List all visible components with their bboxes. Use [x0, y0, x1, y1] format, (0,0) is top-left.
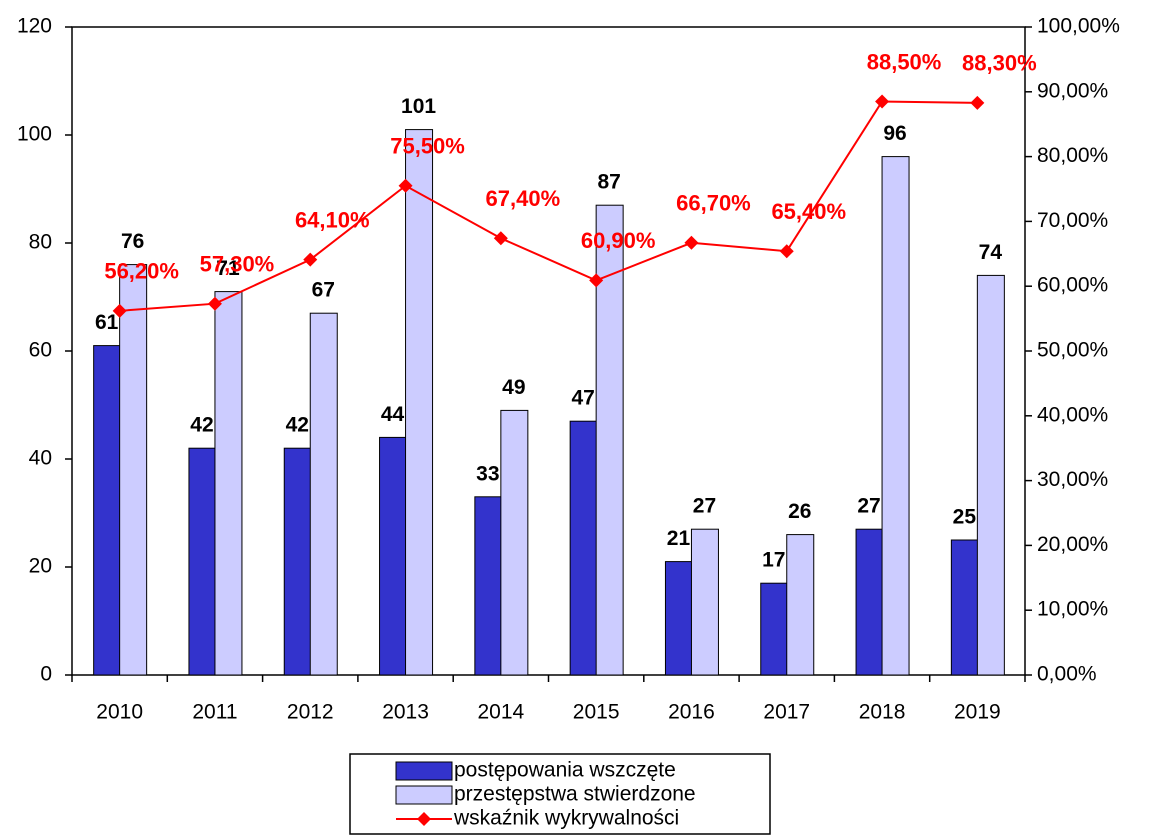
y2-tick-label: 90,00% [1037, 79, 1108, 102]
x-tick-label: 2011 [192, 701, 237, 724]
bar [760, 582, 789, 676]
data-label: 33 [476, 462, 499, 485]
data-label: 21 [667, 527, 691, 550]
legend-swatch [395, 785, 453, 805]
y-tick-label: 120 [17, 15, 52, 38]
data-label: 88,30% [962, 51, 1037, 76]
marker [779, 244, 794, 259]
bar [214, 291, 243, 676]
data-label: 42 [286, 414, 309, 437]
marker [875, 94, 890, 109]
y2-tick-label: 80,00% [1037, 144, 1108, 167]
bar [690, 528, 719, 676]
y2-tick-label: 60,00% [1037, 274, 1108, 297]
bar [569, 420, 598, 676]
data-label: 101 [401, 95, 436, 118]
x-tick-label: 2019 [954, 701, 1001, 724]
bar [976, 274, 1005, 676]
data-label: 47 [571, 387, 594, 410]
x-tick-label: 2015 [573, 701, 620, 724]
y-tick-label: 100 [17, 123, 52, 146]
marker [303, 252, 318, 267]
data-label: 65,40% [771, 199, 846, 224]
marker [684, 235, 699, 250]
legend-label: postępowania wszczęte [454, 759, 676, 782]
y2-tick-label: 40,00% [1037, 403, 1108, 426]
marker [207, 296, 222, 311]
data-label: 44 [381, 403, 405, 426]
data-label: 60,90% [581, 228, 656, 253]
y2-tick-label: 50,00% [1037, 339, 1108, 362]
bar [950, 539, 979, 676]
legend-label: przestępstwa stwierdzone [454, 783, 696, 806]
y-tick-label: 0 [40, 663, 52, 686]
y2-tick-label: 30,00% [1037, 468, 1108, 491]
y-tick-label: 20 [29, 555, 52, 578]
data-label: 42 [190, 414, 213, 437]
data-label: 17 [762, 549, 785, 572]
data-label: 66,70% [676, 191, 751, 216]
data-label: 56,20% [104, 259, 179, 284]
bar [309, 312, 338, 676]
bar [379, 436, 408, 676]
data-label: 25 [953, 506, 977, 529]
line [119, 100, 978, 312]
y2-tick-label: 0,00% [1037, 663, 1097, 686]
bar [405, 129, 434, 676]
x-tick-label: 2013 [382, 701, 429, 724]
x-tick-label: 2012 [287, 701, 334, 724]
marker [112, 303, 127, 318]
data-label: 26 [788, 500, 811, 523]
data-label: 61 [95, 311, 119, 334]
bar [283, 447, 312, 676]
bar [664, 561, 693, 676]
legend-marker [417, 812, 431, 826]
data-label: 76 [121, 230, 144, 253]
data-label: 27 [857, 495, 880, 518]
bar [188, 447, 217, 676]
x-tick-label: 2017 [763, 701, 810, 724]
marker [493, 231, 508, 246]
x-tick-label: 2010 [96, 701, 143, 724]
data-label: 88,50% [867, 49, 942, 74]
marker [398, 178, 413, 193]
y-tick-label: 80 [29, 231, 52, 254]
data-label: 67,40% [486, 186, 561, 211]
y2-tick-label: 70,00% [1037, 209, 1108, 232]
data-label: 49 [502, 376, 525, 399]
y2-tick-label: 100,00% [1037, 15, 1120, 38]
bar [93, 345, 122, 676]
data-label: 67 [312, 279, 335, 302]
legend-swatch [395, 761, 453, 781]
bar [855, 528, 884, 676]
data-label: 74 [979, 241, 1003, 264]
data-label: 64,10% [295, 207, 370, 232]
legend-label: wskaźnik wykrywalności [453, 807, 679, 830]
y2-tick-label: 10,00% [1037, 598, 1108, 621]
data-label: 87 [597, 171, 620, 194]
data-label: 96 [883, 122, 906, 145]
data-label: 57,30% [200, 252, 275, 277]
marker [589, 273, 604, 288]
bar [474, 496, 503, 676]
data-label: 75,50% [390, 134, 465, 159]
data-label: 71 [216, 257, 240, 280]
bar [500, 409, 529, 676]
y2-tick-label: 20,00% [1037, 533, 1108, 556]
x-tick-label: 2018 [859, 701, 906, 724]
bar [119, 264, 148, 676]
data-label: 27 [693, 495, 716, 518]
x-tick-label: 2014 [477, 701, 524, 724]
bar [881, 156, 910, 676]
x-tick-label: 2016 [668, 701, 715, 724]
bar [786, 534, 815, 676]
marker [970, 95, 985, 110]
bar [595, 204, 624, 676]
y-tick-label: 40 [29, 447, 52, 470]
y-tick-label: 60 [29, 339, 52, 362]
